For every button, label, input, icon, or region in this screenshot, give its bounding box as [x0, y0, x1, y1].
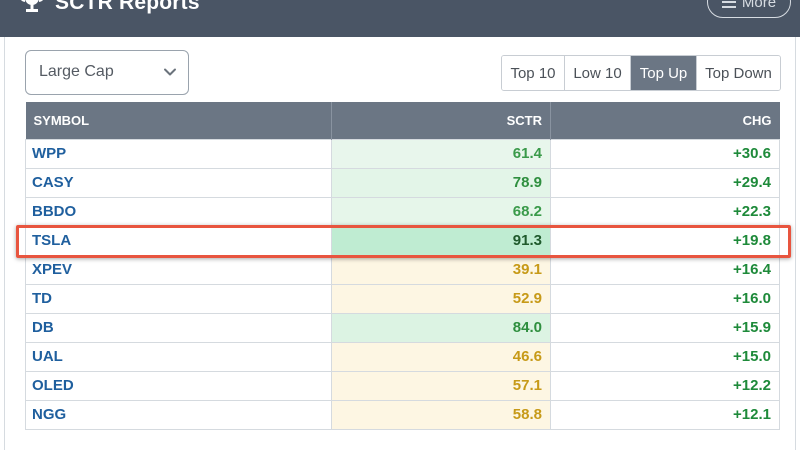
- sctr-value: 61.4: [331, 138, 551, 169]
- symbol-link[interactable]: UAL: [25, 341, 332, 372]
- sctr-value: 52.9: [331, 283, 551, 314]
- tab-top-up[interactable]: Top Up: [630, 56, 696, 90]
- change-value: +22.3: [550, 196, 780, 227]
- chevron-down-icon: [164, 68, 176, 76]
- change-value: +16.0: [550, 283, 780, 314]
- sctr-value: 68.2: [331, 196, 551, 227]
- symbol-link[interactable]: DB: [25, 312, 332, 343]
- sctr-value: 78.9: [331, 167, 551, 198]
- symbol-link[interactable]: NGG: [25, 399, 332, 430]
- change-value: +16.4: [550, 254, 780, 285]
- sctr-table: SYMBOL SCTR CHG WPP 61.4 +30.6 CASY 78.9 +29.…: [25, 102, 780, 430]
- symbol-link[interactable]: BBDO: [25, 196, 332, 227]
- sctr-value: 58.8: [331, 399, 551, 430]
- symbol-link[interactable]: WPP: [25, 138, 332, 169]
- table-row: WPP 61.4 +30.6: [25, 138, 780, 169]
- change-value: +12.2: [550, 370, 780, 401]
- hamburger-menu-icon: [721, 0, 736, 8]
- change-value: +12.1: [550, 399, 780, 430]
- table-row: CASY 78.9 +29.4: [25, 167, 780, 198]
- ranking-tabs: Top 10 Low 10 Top Up Top Down: [501, 55, 781, 91]
- sctr-value: 57.1: [331, 370, 551, 401]
- table-row: DB 84.0 +15.9: [25, 312, 780, 343]
- symbol-link[interactable]: TD: [25, 283, 332, 314]
- page-title: SCTR Reports: [55, 0, 200, 14]
- table-body: WPP 61.4 +30.6 CASY 78.9 +29.4 BBDO 68.2 +22.3 TS…: [25, 138, 780, 430]
- symbol-link[interactable]: XPEV: [25, 254, 332, 285]
- table-row: UAL 46.6 +15.0: [25, 341, 780, 372]
- more-button[interactable]: More: [707, 0, 791, 18]
- symbol-link[interactable]: OLED: [25, 370, 332, 401]
- column-header-symbol[interactable]: SYMBOL: [25, 102, 332, 139]
- tab-low-10[interactable]: Low 10: [564, 56, 630, 90]
- change-value: +15.9: [550, 312, 780, 343]
- symbol-link[interactable]: CASY: [25, 167, 332, 198]
- table-row: OLED 57.1 +12.2: [25, 370, 780, 401]
- sctr-value: 84.0: [331, 312, 551, 343]
- table-row: BBDO 68.2 +22.3: [25, 196, 780, 227]
- change-value: +30.6: [550, 138, 780, 169]
- trophy-icon: [21, 0, 43, 12]
- change-value: +19.8: [550, 225, 780, 256]
- tsla-highlight-box: [16, 225, 791, 258]
- table-row: TD 52.9 +16.0: [25, 283, 780, 314]
- change-value: +15.0: [550, 341, 780, 372]
- universe-select[interactable]: Large Cap: [25, 50, 189, 95]
- sctr-value: 46.6: [331, 341, 551, 372]
- change-value: +29.4: [550, 167, 780, 198]
- column-header-chg[interactable]: CHG: [550, 102, 780, 139]
- table-header-row: SYMBOL SCTR CHG: [25, 102, 780, 139]
- more-button-label: More: [741, 0, 777, 11]
- table-row: XPEV 39.1 +16.4: [25, 254, 780, 285]
- column-header-sctr[interactable]: SCTR: [331, 102, 551, 139]
- tab-top-down[interactable]: Top Down: [696, 56, 780, 90]
- table-row: NGG 58.8 +12.1: [25, 399, 780, 430]
- sctr-value: 39.1: [331, 254, 551, 285]
- universe-select-value: Large Cap: [39, 63, 114, 80]
- tab-top-10[interactable]: Top 10: [502, 56, 564, 90]
- app-header: SCTR Reports More: [0, 0, 800, 37]
